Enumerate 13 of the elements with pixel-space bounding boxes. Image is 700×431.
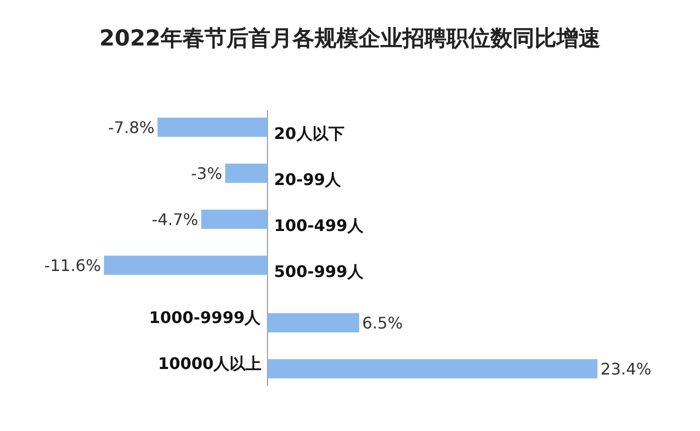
data-label: 23.4%: [600, 359, 652, 378]
data-label: -11.6%: [44, 256, 101, 275]
y-tick-label: 100-499人: [274, 216, 364, 235]
y-tick-label: 20人以下: [274, 124, 344, 143]
data-label: -3%: [191, 164, 222, 183]
y-tick-label: 10000人以上: [158, 354, 262, 373]
y-tick-label: 20-99人: [274, 170, 342, 189]
data-label: 6.5%: [362, 313, 403, 332]
chart-title: 2022年春节后首月各规模企业招聘职位数同比增速: [99, 26, 601, 52]
y-tick-label: 500-999人: [274, 262, 364, 281]
y-tick-label: 1000-9999人: [149, 308, 262, 327]
data-label: -4.7%: [152, 210, 198, 229]
data-label: -7.8%: [108, 118, 154, 137]
